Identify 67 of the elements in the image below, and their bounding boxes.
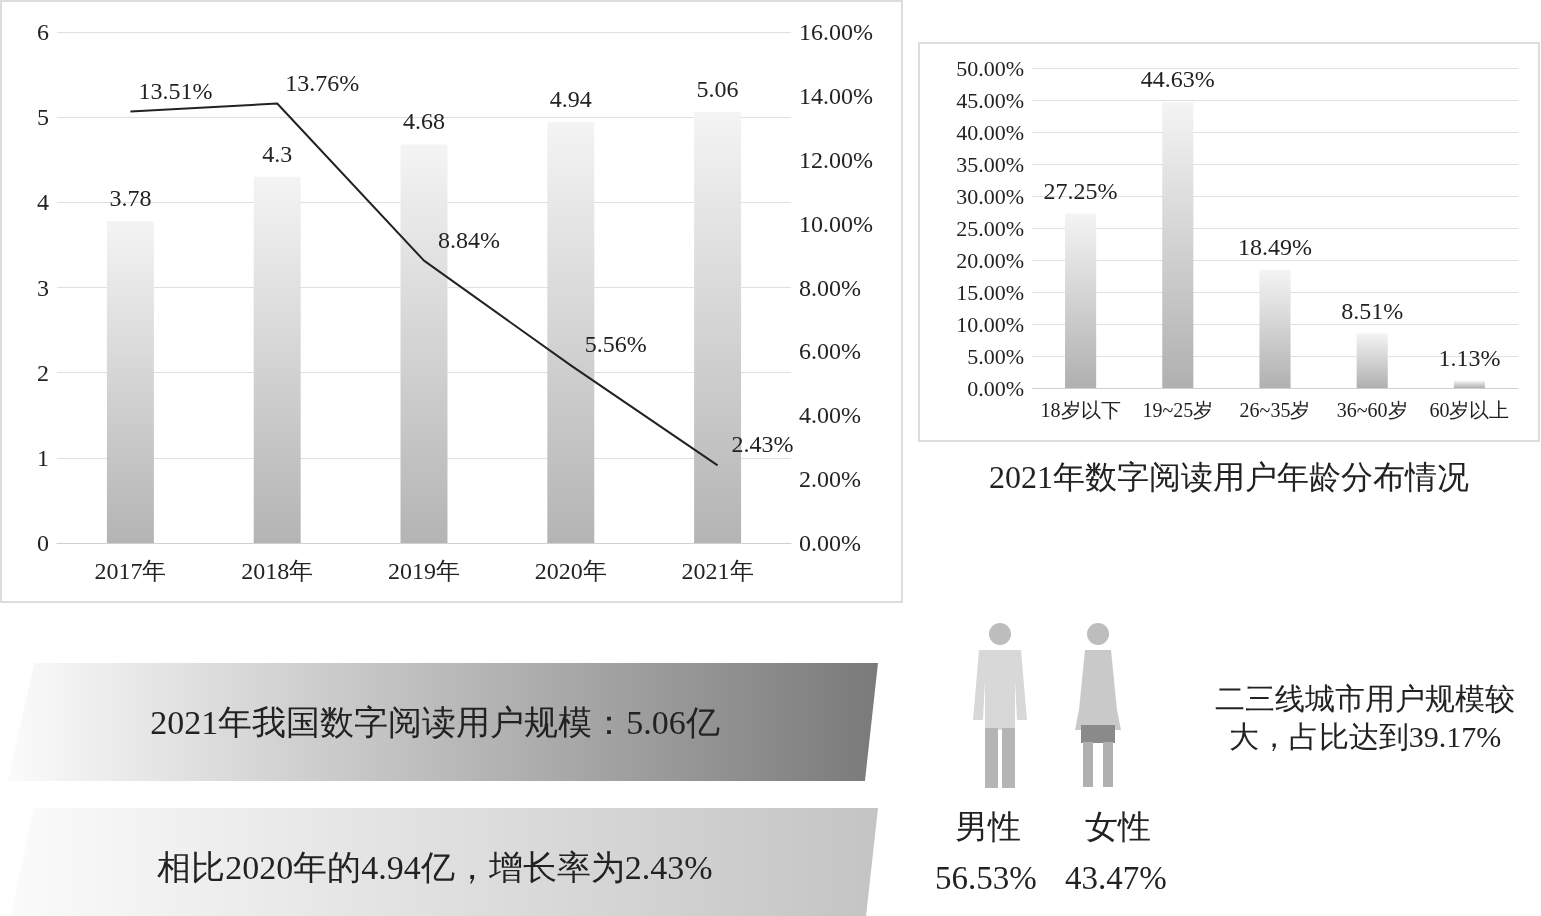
text: 女性 bbox=[1085, 808, 1151, 847]
y-tick-label: 50.00% bbox=[956, 55, 1024, 81]
bar bbox=[1453, 380, 1485, 388]
y2-tick-label: 12.00% bbox=[799, 146, 873, 173]
bar bbox=[253, 176, 301, 543]
y-tick-label: 25.00% bbox=[956, 215, 1024, 241]
data-label: 5.06 bbox=[696, 76, 739, 103]
y-tick-label: 40.00% bbox=[956, 119, 1024, 145]
data-label: 4.68 bbox=[403, 108, 445, 135]
y-tick-label: 6 bbox=[37, 19, 49, 45]
text: 2021年数字阅读用户年龄分布情况 bbox=[988, 458, 1470, 497]
text: 男性 bbox=[955, 808, 1021, 847]
y-tick-label: 4 bbox=[37, 189, 49, 216]
y-tick-label: 2 bbox=[37, 359, 49, 386]
bar bbox=[1356, 333, 1388, 388]
data-label: 4.3 bbox=[262, 140, 293, 167]
y-tick-label: 20.00% bbox=[956, 247, 1024, 273]
data-label: 8.84% bbox=[438, 226, 500, 253]
bar bbox=[1065, 213, 1097, 388]
y-tick-label: 35.00% bbox=[956, 151, 1024, 177]
text: 43.47% bbox=[1065, 860, 1167, 897]
x-tick-label: 2021年 bbox=[681, 558, 754, 584]
y2-tick-label: 0.00% bbox=[799, 530, 861, 556]
x-tick-label: 2018年 bbox=[241, 558, 314, 584]
bar bbox=[1162, 102, 1194, 388]
data-label: 13.76% bbox=[285, 69, 360, 96]
y2-tick-label: 8.00% bbox=[799, 274, 861, 301]
text: 56.53% bbox=[935, 860, 1037, 897]
x-tick-label: 2019年 bbox=[388, 558, 460, 584]
x-tick-label: 60岁以上 bbox=[1429, 399, 1510, 421]
y-tick-label: 0.00% bbox=[967, 375, 1024, 401]
data-label: 8.51% bbox=[1341, 297, 1404, 324]
bar bbox=[1259, 269, 1291, 388]
y2-tick-label: 2.00% bbox=[799, 466, 861, 493]
y-tick-label: 30.00% bbox=[956, 183, 1024, 209]
x-tick-label: 2017年 bbox=[94, 558, 167, 584]
y-tick-label: 3 bbox=[37, 274, 49, 301]
y2-tick-label: 6.00% bbox=[799, 338, 861, 365]
data-label: 18.49% bbox=[1238, 233, 1312, 260]
x-tick-label: 18岁以下 bbox=[1040, 399, 1121, 421]
y2-tick-label: 10.00% bbox=[799, 210, 873, 237]
y-tick-label: 5.00% bbox=[967, 343, 1024, 369]
y-tick-label: 0 bbox=[37, 530, 49, 556]
text: 二三线城市用户规模较大，占比达到39.17% bbox=[1215, 681, 1515, 755]
y-tick-label: 10.00% bbox=[956, 311, 1024, 337]
data-label: 27.25% bbox=[1043, 177, 1118, 204]
data-label: 5.56% bbox=[584, 331, 647, 358]
text: 相比2020年的4.94亿，增长率为2.43% bbox=[156, 848, 714, 888]
x-tick-label: 26~35岁 bbox=[1239, 399, 1311, 421]
data-label: 13.51% bbox=[138, 77, 213, 104]
bar bbox=[106, 221, 154, 543]
y2-tick-label: 4.00% bbox=[799, 402, 861, 429]
x-tick-label: 36~60岁 bbox=[1336, 399, 1408, 421]
y-tick-label: 15.00% bbox=[956, 279, 1024, 305]
x-tick-label: 19~25岁 bbox=[1142, 399, 1214, 421]
y2-tick-label: 14.00% bbox=[799, 82, 873, 109]
data-label: 1.13% bbox=[1438, 344, 1501, 371]
y-tick-label: 45.00% bbox=[956, 87, 1024, 113]
y-tick-label: 1 bbox=[37, 444, 49, 471]
data-label: 44.63% bbox=[1140, 66, 1215, 93]
data-label: 4.94 bbox=[549, 86, 592, 113]
data-label: 3.78 bbox=[109, 185, 152, 212]
y2-tick-label: 16.00% bbox=[799, 19, 873, 45]
x-tick-label: 2020年 bbox=[534, 558, 607, 584]
y-tick-label: 5 bbox=[37, 104, 49, 131]
text: 2021年我国数字阅读用户规模：5.06亿 bbox=[149, 703, 721, 743]
data-label: 2.43% bbox=[731, 431, 794, 458]
